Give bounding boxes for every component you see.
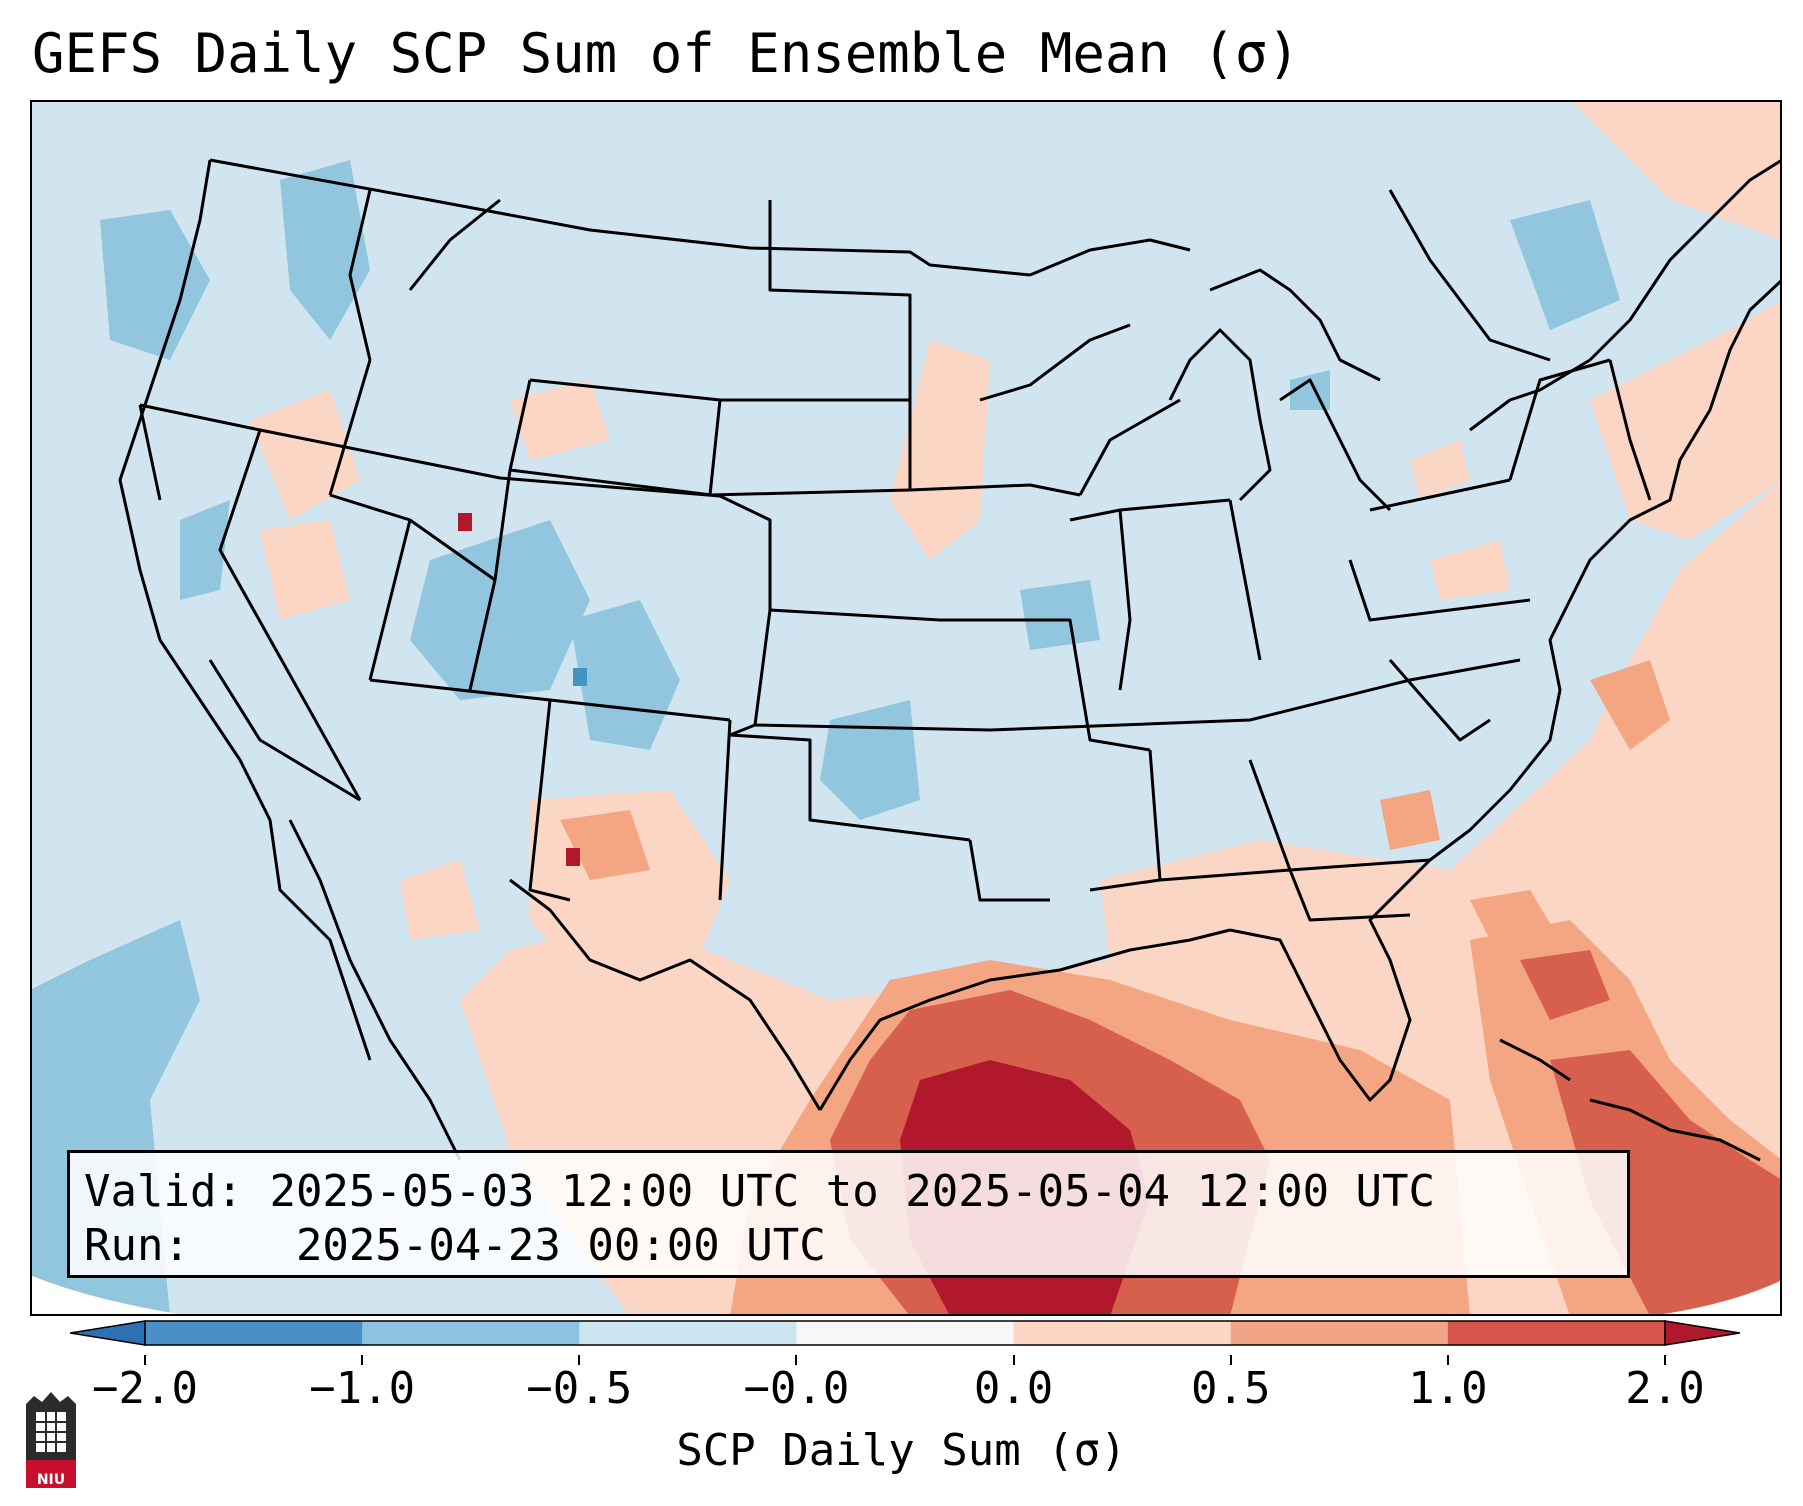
colorbar-extend-low	[69, 1320, 146, 1346]
run-label: Run:	[84, 1220, 190, 1271]
valid-value: 2025-05-03 12:00 UTC to 2025-05-04 12:00…	[269, 1166, 1436, 1217]
colorbar-svg	[69, 1320, 1741, 1346]
map-svg	[30, 100, 1782, 1316]
colorbar-tick-mark	[1446, 1355, 1449, 1365]
valid-label: Valid:	[84, 1166, 243, 1217]
colorbar-tick-label: 1.0	[1408, 1363, 1488, 1414]
colorbar-segment	[1013, 1321, 1232, 1345]
map-title: GEFS Daily SCP Sum of Ensemble Mean (σ)	[32, 22, 1300, 85]
coastlines	[118, 158, 1782, 1162]
colorbar-ticks: −2.0 −1.0 −0.5 −0.0 0.0 0.5 1.0 2.0	[0, 1355, 1803, 1415]
projection-edge-left	[30, 1275, 190, 1316]
colorbar-tick-label: 0.5	[1190, 1363, 1271, 1414]
colorbar-tick-label: −0.0	[743, 1363, 850, 1414]
colorbar-tick-label: −2.0	[92, 1363, 198, 1414]
state-borders	[138, 158, 1652, 922]
colorbar-tick-mark	[1229, 1355, 1232, 1365]
colorbar-tick-label: −1.0	[309, 1363, 416, 1414]
field-cell-strong-negative	[573, 668, 587, 686]
colorbar-outline	[144, 1320, 1666, 1346]
colorbar-segment	[362, 1321, 580, 1345]
colorbar-segment	[1447, 1321, 1666, 1345]
colorbar-tick-mark	[361, 1355, 364, 1365]
projection-edge-right	[1650, 1280, 1782, 1316]
colorbar-tick-mark	[144, 1355, 146, 1365]
run-value: 2025-04-23 00:00 UTC	[295, 1220, 826, 1271]
validity-info-box: Valid: 2025-05-03 12:00 UTC to 2025-05-0…	[67, 1150, 1630, 1278]
map-frame	[30, 100, 1782, 1316]
colorbar-tick-mark	[1664, 1355, 1666, 1365]
colorbar-tick-mark	[1012, 1355, 1015, 1365]
colorbar-segment	[796, 1321, 1015, 1345]
logo-text: NIU	[36, 1472, 66, 1488]
colorbar	[69, 1320, 1741, 1346]
colorbar-segment	[1230, 1321, 1449, 1345]
map-area	[30, 100, 1782, 1316]
colorbar-segment	[579, 1321, 797, 1345]
castle-icon	[26, 1392, 76, 1488]
colorbar-tick-label: 2.0	[1625, 1363, 1705, 1414]
colorbar-tick-label: −0.5	[526, 1363, 633, 1414]
colorbar-tick-mark	[795, 1355, 798, 1365]
colorbar-tick-label: 0.0	[973, 1363, 1054, 1414]
colorbar-segment	[145, 1321, 363, 1345]
niu-logo: NIU	[22, 1390, 80, 1490]
colorbar-label: SCP Daily Sum (σ)	[676, 1425, 1127, 1476]
colorbar-extend-high	[1664, 1320, 1741, 1346]
colorbar-tick-mark	[578, 1355, 581, 1365]
